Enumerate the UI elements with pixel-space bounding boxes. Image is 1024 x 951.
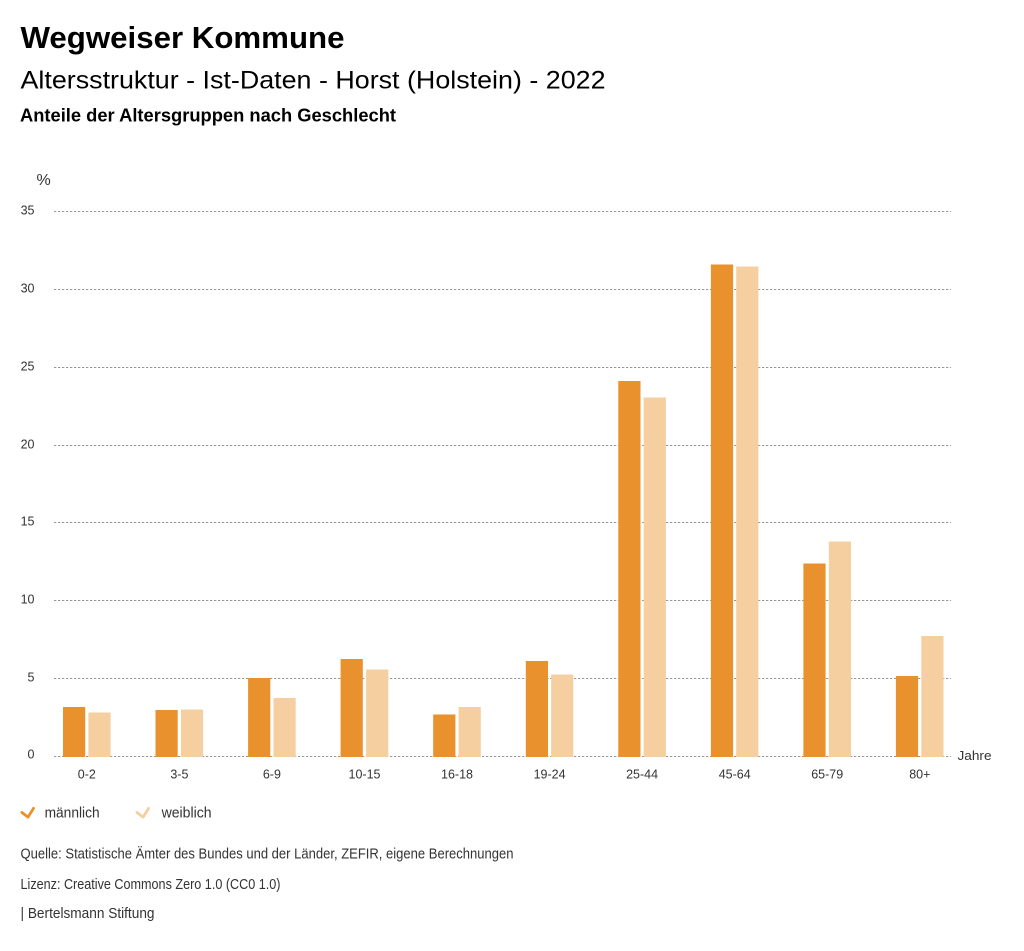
svg-text:Lizenz: Creative Commons Zero: Lizenz: Creative Commons Zero 1.0 (CC0 1… <box>21 877 281 893</box>
svg-text:%: % <box>36 172 50 189</box>
svg-text:Jahre: Jahre <box>958 748 992 763</box>
svg-text:5: 5 <box>28 671 35 685</box>
svg-text:Quelle: Statistische Ämter des: Quelle: Statistische Ämter des Bundes un… <box>21 845 514 862</box>
svg-text:65-79: 65-79 <box>811 767 843 781</box>
svg-text:19-24: 19-24 <box>534 767 566 781</box>
svg-text:35: 35 <box>21 204 35 218</box>
svg-text:0-2: 0-2 <box>78 767 96 781</box>
svg-text:Wegweiser Kommune: Wegweiser Kommune <box>21 20 345 55</box>
svg-text:25: 25 <box>21 360 35 374</box>
svg-text:| Bertelsmann Stiftung: | Bertelsmann Stiftung <box>21 906 155 922</box>
svg-text:Altersstruktur - Ist-Daten - H: Altersstruktur - Ist-Daten - Horst (Hols… <box>21 67 606 95</box>
svg-text:16-18: 16-18 <box>441 767 473 781</box>
svg-text:10-15: 10-15 <box>349 767 381 781</box>
svg-text:15: 15 <box>21 515 35 529</box>
svg-text:80+: 80+ <box>909 767 930 781</box>
svg-text:20: 20 <box>21 438 35 452</box>
svg-text:weiblich: weiblich <box>161 806 212 822</box>
svg-text:6-9: 6-9 <box>263 767 281 781</box>
svg-text:45-64: 45-64 <box>719 767 751 781</box>
svg-text:3-5: 3-5 <box>170 767 188 781</box>
svg-text:10: 10 <box>21 593 35 607</box>
svg-text:30: 30 <box>21 282 35 296</box>
svg-text:25-44: 25-44 <box>626 767 658 781</box>
svg-text:Anteile der Altersgruppen nach: Anteile der Altersgruppen nach Geschlech… <box>20 106 396 126</box>
svg-text:0: 0 <box>28 748 35 762</box>
svg-text:männlich: männlich <box>45 806 100 822</box>
